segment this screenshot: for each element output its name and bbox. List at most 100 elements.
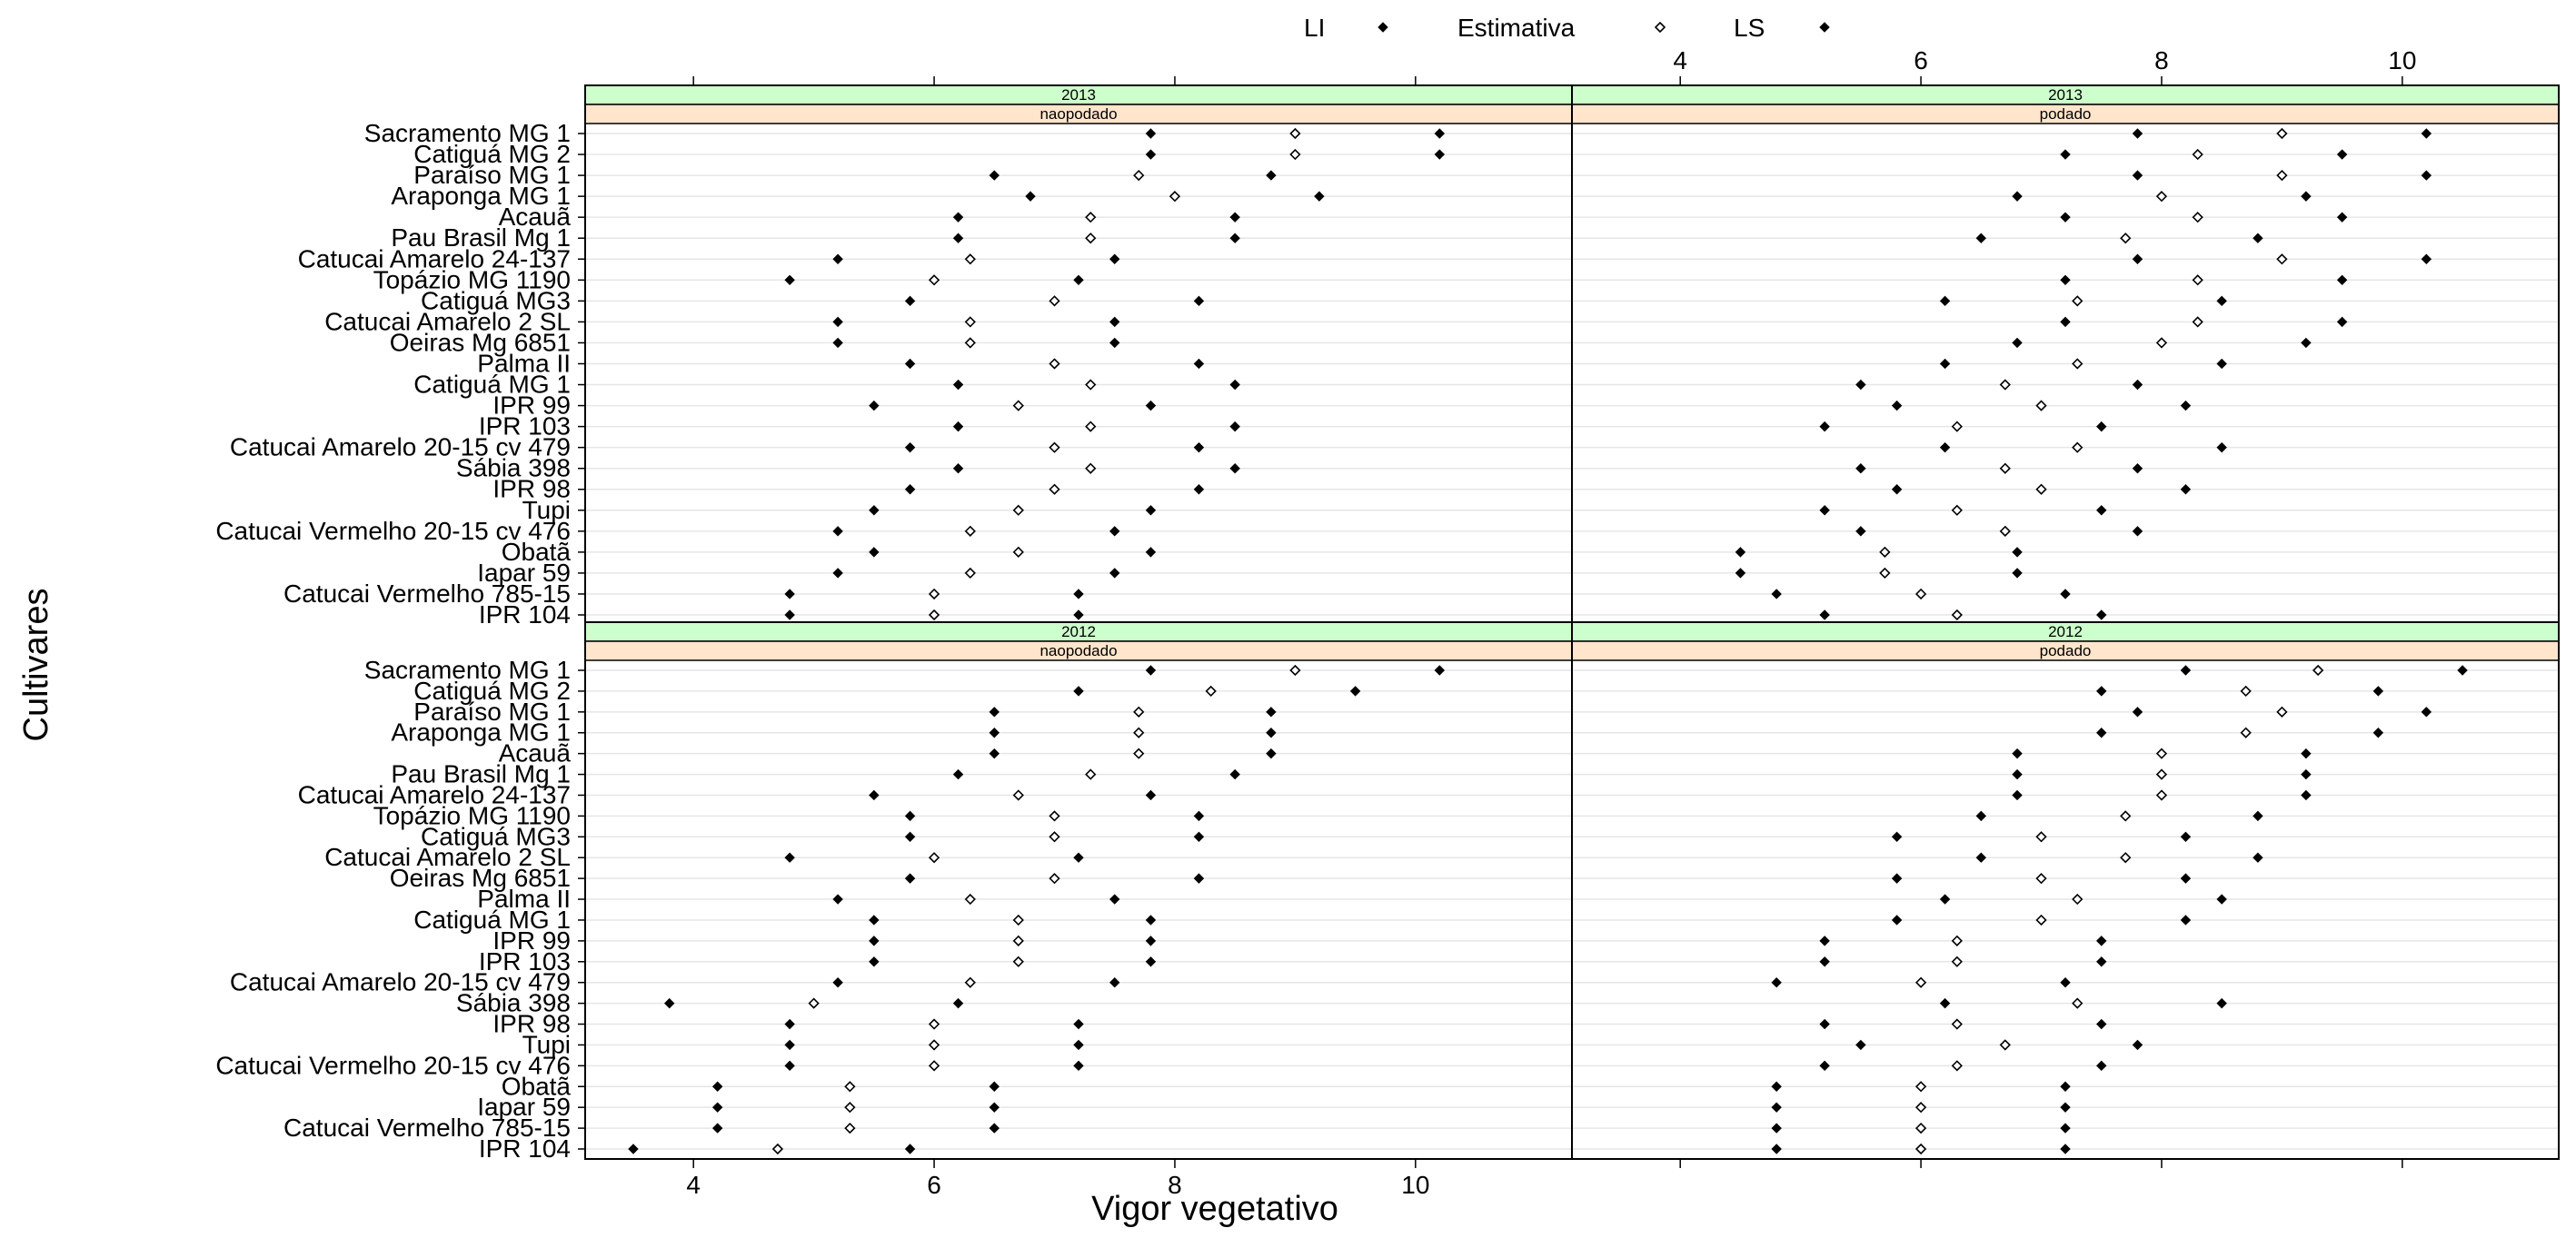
category-label: Obatã (502, 1072, 572, 1100)
panel-2012-naopodado-ls-point (1109, 976, 1120, 988)
panel-2012-podado-estimate-point (2120, 852, 2132, 864)
panel-2013-podado-ls-point (2336, 212, 2348, 223)
category-label: Tupi (522, 496, 571, 524)
panel-2013-naopodado-li-point (1145, 149, 1157, 160)
panel-2012-naopodado-li-point (784, 1018, 795, 1030)
panel-2013-naopodado-estimate-point (1085, 379, 1097, 391)
panel-2013-naopodado-ls-point (1229, 462, 1240, 474)
category-label: IPR 98 (492, 1010, 571, 1038)
panel-2012-podado-ls-point (2096, 936, 2107, 946)
category-label: Catucai Amarelo 20-15 cv 479 (230, 433, 571, 461)
panel-2012-naopodado-ls-point (1229, 768, 1240, 780)
panel-2013-naopodado-ls-point (1193, 358, 1205, 370)
panel-2013-naopodado-li-point (904, 295, 916, 307)
panel-2012-naopodado-estimate-point (928, 1018, 940, 1030)
panel-2012-podado-ls-point (2301, 748, 2312, 759)
panel-2012-podado-estimate-point (2072, 997, 2084, 1009)
panel-2013-naopodado-li-point (832, 568, 843, 579)
panel-2013-podado-estimate-point (1915, 588, 1927, 600)
panel-2013-podado-estimate-point (2192, 316, 2203, 328)
panel-2013-naopodado-estimate-point (1085, 212, 1097, 223)
panel-2013-naopodado-li-point (832, 337, 843, 349)
panel-2013-naopodado-li-point (904, 358, 916, 370)
panel-2012-podado-li-point (1771, 976, 1782, 988)
x-tick-label-bottom: 8 (1168, 1171, 1182, 1199)
panel-2013-naopodado-estimate-point (964, 316, 976, 328)
panel-2012-naopodado-estimate-point (1049, 831, 1060, 843)
category-label: IPR 104 (479, 1134, 571, 1163)
panel-2012-podado-li-point (2180, 665, 2192, 676)
panel-2012-podado-ls-point (2060, 1102, 2071, 1113)
panel-2012-naopodado-ls-point (1073, 1039, 1084, 1051)
panel-2013-podado-ls-point (2421, 128, 2432, 139)
panel-2012-naopodado-ls-point (1109, 894, 1120, 905)
panel-2013-podado-ls-point (2336, 274, 2348, 286)
panel-2012-naopodado-estimate-point (1133, 748, 1145, 759)
panel-2013-naopodado-estimate-point (1085, 462, 1097, 474)
x-axis-label: Vigor vegetativo (1091, 1190, 1338, 1228)
panel-2013-podado-li-point (1819, 421, 1830, 432)
panel-2013-naopodado-li-point (869, 505, 880, 516)
panel-2012-podado-estimate-point (2035, 831, 2047, 843)
panel-2012-podado-ls-point (2421, 707, 2432, 718)
x-tick-label-bottom: 4 (686, 1171, 701, 1199)
panel-2012-podado-ls-point (2372, 686, 2384, 697)
category-label: Catucai Vermelho 20-15 cv 476 (215, 517, 571, 545)
panel-2013-podado-ls-point (2132, 462, 2143, 474)
panel-2012-podado-li-point (2012, 748, 2023, 759)
panel-2013-naopodado-ls-point (1314, 191, 1325, 202)
category-label: Acauã (499, 739, 572, 768)
panel-2013-podado-li-point (2060, 274, 2071, 286)
panel-2013-podado-estimate-point (1879, 567, 1891, 579)
panel-2012-podado-estimate-point (2155, 748, 2168, 759)
x-tick-label-top: 8 (2154, 46, 2169, 74)
panel-2012-naopodado-frame (584, 621, 1573, 1160)
panel-2012-podado-li-point (1939, 894, 1951, 905)
panel-2013-podado-li-point (1939, 441, 1951, 453)
panel-2012-podado-estimate-point (2312, 664, 2324, 677)
panel-2013-naopodado-estimate-point (964, 525, 976, 537)
panel-2012-podado-ls-point (2096, 1060, 2107, 1072)
panel-2013-podado-year-label: 2013 (2048, 86, 2083, 104)
panel-2012-naopodado-ls-point (904, 1144, 916, 1154)
panel-2012-podado-ls-point (2216, 894, 2227, 905)
panel-2013-naopodado-estimate-point (1169, 190, 1181, 203)
panel-2012-podado-estimate-point (1951, 956, 1963, 967)
legend-marker (1819, 22, 1830, 33)
panel-2013-podado-li-point (1819, 609, 1830, 620)
panel-2013-naopodado-ls-point (1109, 316, 1120, 328)
legend-label: LS (1734, 14, 1765, 42)
panel-2012-naopodado-estimate-point (928, 1039, 940, 1051)
panel-2013-naopodado-ls-point (1109, 253, 1120, 264)
category-label: Pau Brasil Mg 1 (391, 223, 571, 252)
panel-2013-podado-estimate-point (2276, 169, 2288, 182)
panel-2013-podado-ls-point (2421, 253, 2432, 264)
panel-2013-naopodado-estimate-point (928, 588, 940, 600)
panel-2012-naopodado-ls-point (1073, 852, 1084, 863)
category-label: Catucai Vermelho 785-15 (283, 579, 571, 608)
panel-2012-podado-estimate-point (2240, 685, 2252, 698)
panel-2012-naopodado-li-point (711, 1081, 723, 1092)
category-label: Araponga MG 1 (391, 718, 571, 747)
panel-2012-naopodado-estimate-point (808, 997, 820, 1009)
panel-2012-podado-li-point (1975, 810, 1986, 822)
panel-2013-podado-treatment-label: podado (2040, 105, 2092, 123)
category-label: Catiguá MG 2 (413, 140, 571, 168)
panel-2012-naopodado-estimate-point (1289, 664, 1301, 677)
panel-2012-naopodado-ls-point (1145, 789, 1157, 801)
panel-2012-naopodado-li-point (869, 789, 880, 801)
panel-2013-naopodado-estimate-point (928, 274, 940, 286)
panel-2012-naopodado-estimate-point (844, 1081, 856, 1093)
panel-2013-naopodado-frame (584, 84, 1573, 626)
panel-2013-podado-ls-point (2301, 337, 2312, 349)
panel-2013-podado-li-point (2060, 212, 2071, 223)
panel-2012-naopodado-li-point (664, 997, 675, 1009)
panel-2012-naopodado-ls-point (1193, 810, 1205, 822)
panel-2013-naopodado-li-point (1025, 191, 1036, 202)
panel-2013-podado-estimate-point (2072, 441, 2084, 453)
category-label: Catucai Amarelo 24-137 (298, 780, 571, 808)
panel-2012-naopodado-li-point (952, 768, 964, 780)
panel-2013-naopodado-li-point (784, 609, 795, 620)
panel-2013-podado-ls-point (2253, 233, 2263, 243)
